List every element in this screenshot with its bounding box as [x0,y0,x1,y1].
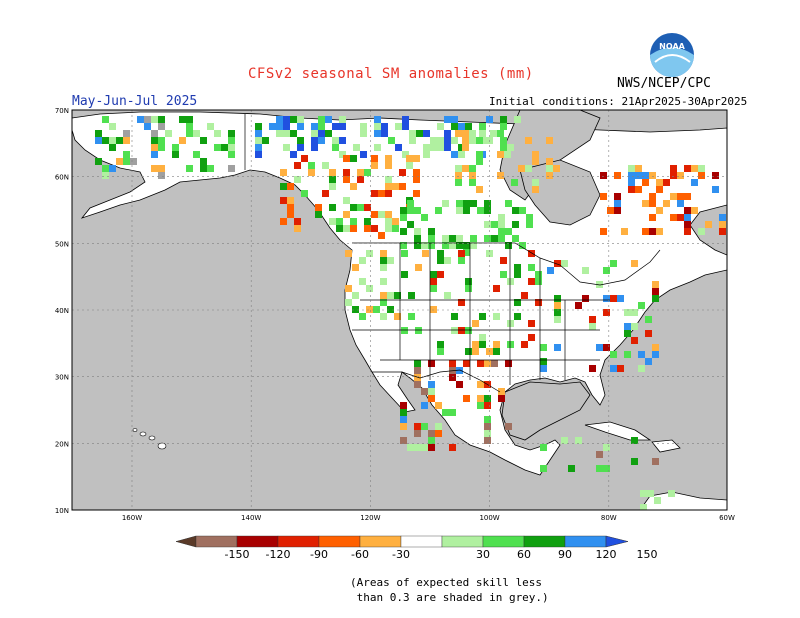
colorbar-label: -30 [392,548,410,561]
lat-label: 20N [55,440,69,448]
plot-frame [71,109,728,511]
footnote-line-1: (Areas of expected skill less [350,576,543,589]
noaa-logo-text: NOAA [659,42,685,51]
colorbar-segment [400,535,443,548]
gulf-of-mexico [501,381,591,441]
initial-conditions: Initial conditions: 21Apr2025-30Apr2025 [489,95,748,108]
colorbar-segment [482,535,525,548]
island-cuba [584,421,652,441]
colorbar-label: -120 [266,548,291,561]
noaa-logo: NOAA [650,33,694,77]
colorbar-segment [523,535,566,548]
island-hispaniola [651,439,681,453]
footnote: (Areas of expected skill less than 0.3 a… [350,575,549,605]
colorbar-segment [236,535,279,548]
colorbar-label: 30 [476,548,490,561]
colorbar-arrow-right [605,535,629,548]
latitude-labels: 70N 60N 50N 40N 30N 20N 10N [55,107,69,515]
colorbar-label: -60 [351,548,369,561]
colorbar-label: 120 [596,548,617,561]
season-label: May-Jun-Jul 2025 [72,94,198,109]
lon-label: 160W [122,514,142,522]
chart-title: CFSv2 seasonal SM anomalies (mm) [248,66,534,82]
colorbar-segment [441,535,484,548]
lat-label: 50N [55,240,69,248]
lon-label: 120W [360,514,380,522]
colorbar-label: -150 [225,548,250,561]
colorbar-label: 60 [517,548,531,561]
colorbar-segment [195,535,238,548]
lat-label: 40N [55,307,69,315]
hudson-bay [519,159,601,226]
colorbar-segment [277,535,320,548]
agency-label: NWS/NCEP/CPC [617,76,711,91]
colorbar-segment [359,535,402,548]
longitude-labels: 160W 140W 120W 100W 80W 60W [122,514,735,522]
colorbar-segment [318,535,361,548]
colorbar-arrow-left [175,535,197,548]
lon-label: 80W [601,514,617,522]
colorbar-label: 150 [637,548,658,561]
lat-label: 70N [55,107,69,115]
footnote-line-2: than 0.3 are shaded in grey.) [350,591,549,604]
political-boundaries [244,114,661,393]
islands-hawaii [132,428,167,450]
colorbar-label: -90 [310,548,328,561]
lon-label: 140W [241,514,261,522]
colorbar: -150 -120 -90 -60 -30 30 60 90 120 150 [175,535,658,561]
colorbar-label: 90 [558,548,572,561]
anomaly-cells [95,116,726,510]
colorbar-segment [564,535,607,548]
lat-label: 60N [55,174,69,182]
lon-label: 60W [719,514,735,522]
lat-label: 30N [55,374,69,382]
map-grid [72,110,727,510]
lon-label: 100W [479,514,499,522]
lat-label: 10N [55,507,69,515]
